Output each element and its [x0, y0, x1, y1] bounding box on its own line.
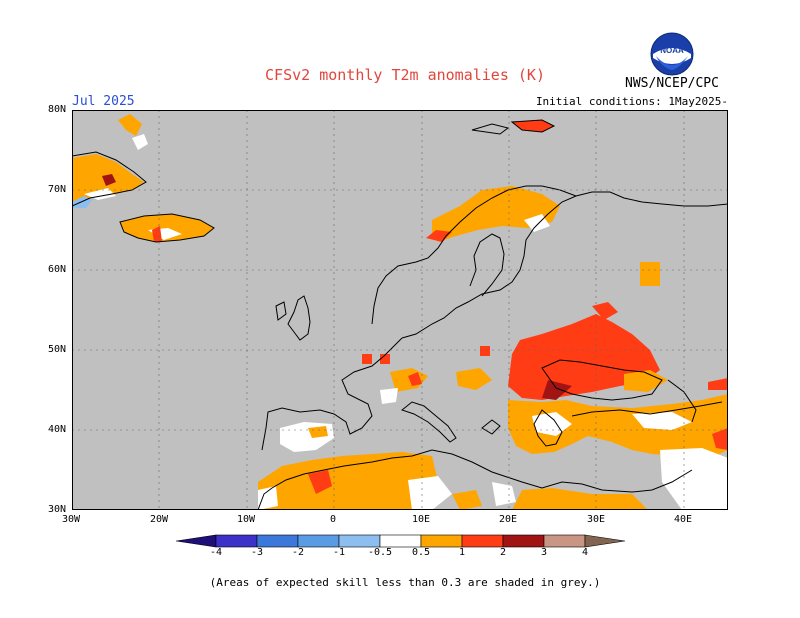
colorbar-swatch	[256, 534, 299, 548]
colorbar-label: -2	[291, 547, 305, 558]
colorbar-swatch	[379, 534, 422, 548]
coastlines	[72, 119, 728, 510]
russia-anomaly-patch	[640, 262, 660, 286]
lon-label: 10W	[237, 514, 256, 525]
lat-label: 70N	[48, 184, 67, 195]
colorbar-swatch	[584, 534, 626, 548]
colorbar-label: 4	[581, 547, 589, 558]
colorbar-swatch	[297, 534, 340, 548]
graticule	[72, 110, 728, 510]
agency-label: NWS/NCEP/CPC	[625, 76, 719, 91]
lon-label: 10E	[412, 514, 431, 525]
skill-footnote: (Areas of expected skill less than 0.3 a…	[209, 576, 601, 589]
lat-label: 80N	[48, 104, 67, 115]
lat-label: 60N	[48, 264, 67, 275]
forecast-month-label: Jul 2025	[72, 94, 135, 109]
lon-label: 40E	[674, 514, 693, 525]
noaa-logo-icon: NOAA	[650, 32, 694, 76]
colorbar-label: 3	[540, 547, 548, 558]
colorbar-swatch	[215, 534, 258, 548]
colorbar-label: -3	[250, 547, 264, 558]
colorbar-swatch	[420, 534, 463, 548]
colorbar-swatch	[543, 534, 586, 548]
colorbar-label: 0.5	[411, 547, 431, 558]
greenland-anomaly-patch	[72, 114, 148, 208]
colorbar-swatch	[338, 534, 381, 548]
lon-label: 20E	[499, 514, 518, 525]
lon-label: 30E	[587, 514, 606, 525]
map-title: CFSv2 monthly T2m anomalies (K)	[265, 66, 545, 84]
lon-label: 20W	[150, 514, 169, 525]
anomaly-map	[72, 110, 728, 510]
eastern-europe-anomaly-patch	[508, 302, 668, 400]
map-frame	[72, 110, 728, 510]
colorbar-swatch	[502, 534, 545, 548]
colorbar-label: 2	[499, 547, 507, 558]
north-africa-anomaly-patch	[258, 452, 648, 510]
colorbar-label: -1	[332, 547, 346, 558]
map-background	[72, 110, 728, 510]
colorbar-swatch	[461, 534, 504, 548]
noaa-logo-text: NOAA	[660, 46, 684, 55]
colorbar-label: 1	[458, 547, 466, 558]
lat-label: 40N	[48, 424, 67, 435]
colorbar	[176, 534, 626, 548]
southeast-anomaly-patch	[508, 378, 728, 510]
colorbar-label: -4	[209, 547, 223, 558]
lon-label: 30W	[62, 514, 81, 525]
colorbar-label: -0.5	[367, 547, 393, 558]
iberia-anomaly-patch	[280, 422, 334, 452]
lat-label: 50N	[48, 344, 67, 355]
lat-label: 30N	[48, 504, 67, 515]
colorbar-swatch	[176, 534, 217, 548]
lon-label: 0	[330, 514, 337, 525]
central-europe-anomaly-patch	[362, 346, 492, 404]
svalbard-anomaly-patch	[512, 120, 554, 132]
iceland-anomaly-patch	[120, 214, 214, 242]
